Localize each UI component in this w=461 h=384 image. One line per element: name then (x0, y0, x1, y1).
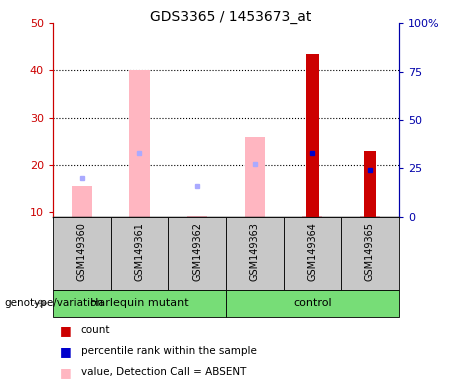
Text: control: control (293, 298, 331, 308)
Text: GSM149360: GSM149360 (77, 223, 87, 281)
Bar (53, 290, 226, 317)
Bar (53, 217, 111, 290)
Text: ■: ■ (60, 366, 71, 379)
Text: count: count (81, 325, 110, 335)
Text: Harlequin mutant: Harlequin mutant (90, 298, 189, 308)
Text: genotype/variation: genotype/variation (5, 298, 104, 308)
Bar (245, 137, 265, 217)
Bar (226, 217, 284, 290)
Text: GSM149363: GSM149363 (250, 223, 260, 281)
Text: value, Detection Call = ABSENT: value, Detection Call = ABSENT (81, 367, 246, 377)
Bar (130, 70, 149, 217)
Text: GDS3365 / 1453673_at: GDS3365 / 1453673_at (150, 10, 311, 23)
Text: GSM149365: GSM149365 (365, 222, 375, 281)
Text: ■: ■ (60, 345, 71, 358)
Bar (168, 217, 226, 290)
Text: GSM149364: GSM149364 (307, 223, 317, 281)
Text: GSM149361: GSM149361 (135, 223, 144, 281)
Bar (72, 186, 92, 217)
Text: percentile rank within the sample: percentile rank within the sample (81, 346, 257, 356)
Bar (306, 54, 319, 217)
Text: ■: ■ (60, 324, 71, 337)
Bar (284, 217, 341, 290)
Bar (111, 217, 168, 290)
Bar (226, 290, 399, 317)
Bar (364, 151, 376, 217)
Bar (341, 217, 399, 290)
Text: GSM149362: GSM149362 (192, 222, 202, 281)
